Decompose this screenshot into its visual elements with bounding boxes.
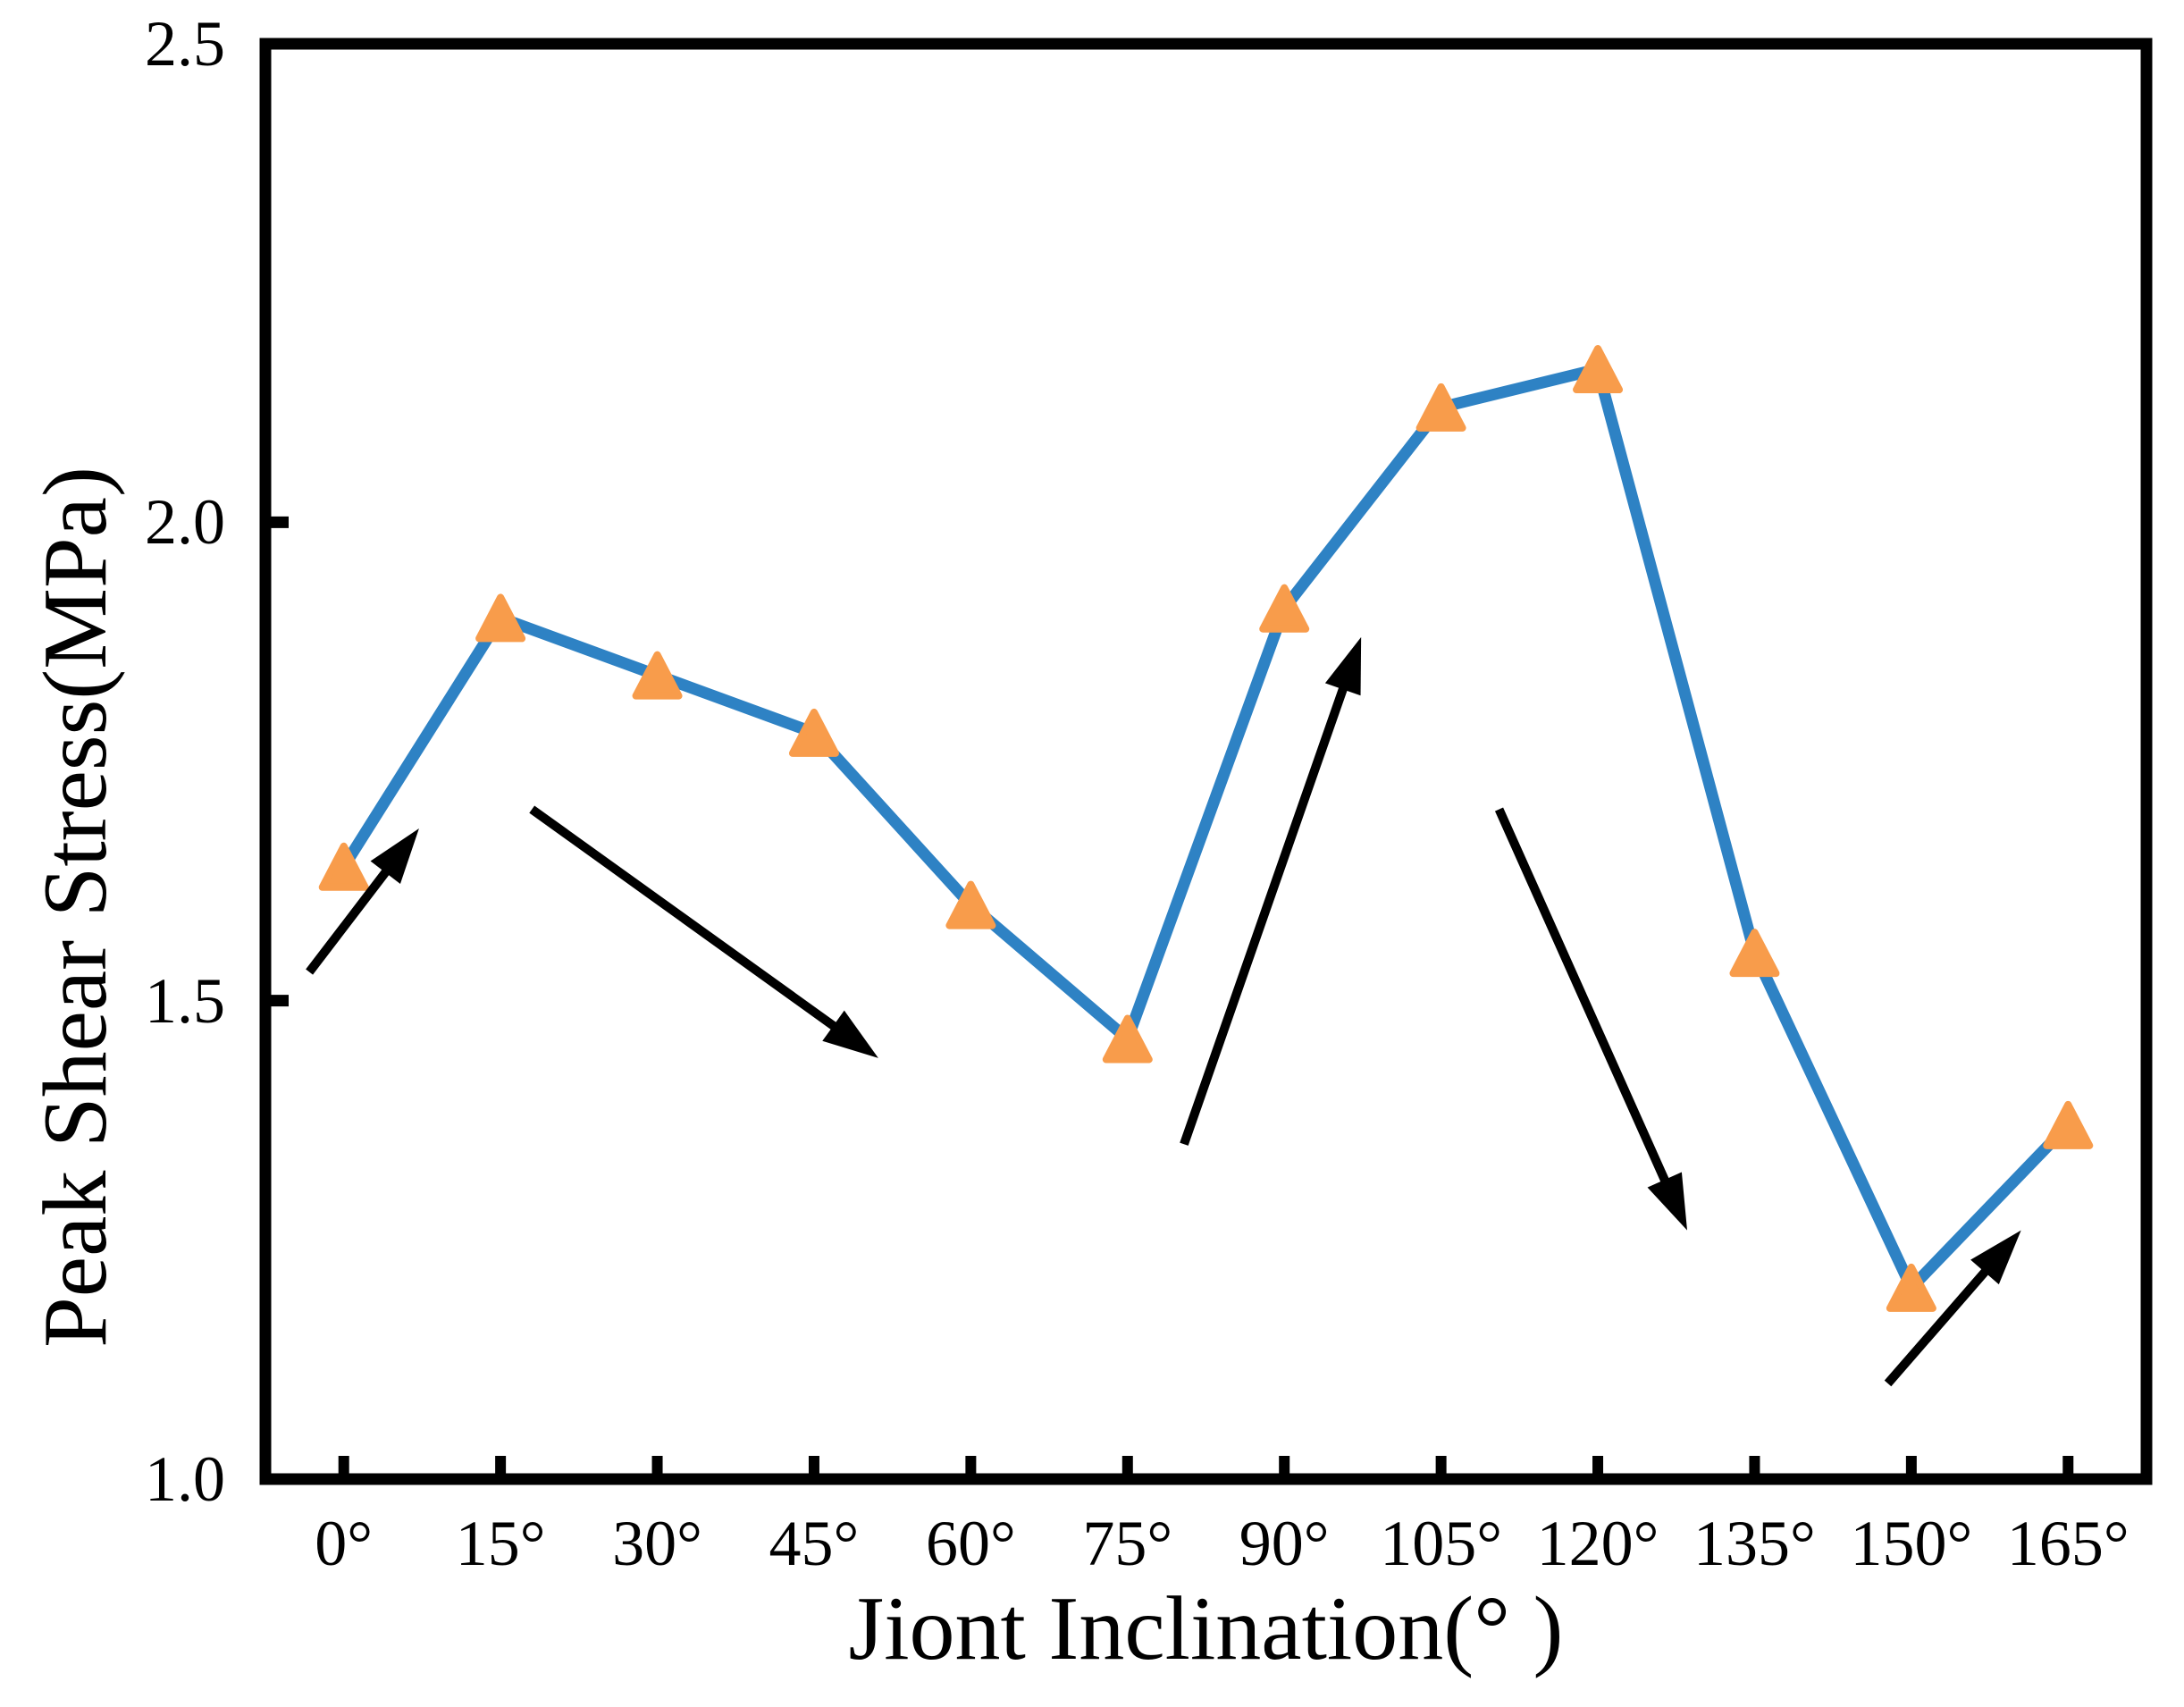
data-point-marker [788, 708, 839, 757]
y-axis-title: Peak Shear Stress(MPa) [25, 467, 126, 1348]
y-tick-label: 2.5 [145, 8, 225, 80]
trend-arrow-shaft [306, 863, 394, 975]
trend-arrow-shaft [1180, 681, 1350, 1146]
trend-arrow-head [1647, 1172, 1688, 1231]
x-tick-label: 165° [2006, 1508, 2129, 1579]
x-tick-label: 60° [925, 1508, 1016, 1579]
data-point-marker [2043, 1100, 2094, 1149]
x-tick-label: 90° [1239, 1508, 1330, 1579]
x-tick-label: 0° [315, 1508, 374, 1579]
data-point-marker [1415, 383, 1466, 432]
x-tick-label: 30° [612, 1508, 702, 1579]
data-point-marker [1886, 1263, 1936, 1312]
x-tick-label: 135° [1693, 1508, 1816, 1579]
data-point-marker [632, 651, 683, 700]
trend-arrow-head [822, 1010, 878, 1058]
data-point-marker [1102, 1014, 1153, 1064]
plot-border [259, 38, 2153, 1485]
trend-arrow-shaft [1884, 1264, 1993, 1387]
data-point-marker [945, 880, 996, 929]
x-tick-label: 75° [1082, 1508, 1173, 1579]
x-axis-title: Jiont Inclination(° ) [848, 1578, 1564, 1679]
y-tick-label: 1.0 [145, 1443, 225, 1515]
series-line [338, 363, 2074, 1294]
trend-arrow-shaft [1494, 807, 1672, 1189]
x-tick-label: 120° [1536, 1508, 1659, 1579]
y-tick-label: 2.0 [145, 486, 225, 559]
trend-arrow-shaft [529, 805, 842, 1034]
data-point-marker [1573, 345, 1624, 394]
data-point-marker [1259, 584, 1310, 633]
data-point-marker [1729, 929, 1780, 978]
y-tick-label: 1.5 [145, 964, 225, 1037]
x-tick-label: 45° [769, 1508, 860, 1579]
x-tick-label: 150° [1850, 1508, 1973, 1579]
trend-arrow-head [370, 828, 419, 884]
data-point-marker [318, 842, 369, 891]
trend-arrow-head [1970, 1230, 2021, 1285]
x-tick-label: 105° [1380, 1508, 1503, 1579]
data-point-marker [475, 593, 526, 643]
trend-arrow-head [1324, 636, 1362, 696]
x-tick-label: 15° [455, 1508, 546, 1579]
